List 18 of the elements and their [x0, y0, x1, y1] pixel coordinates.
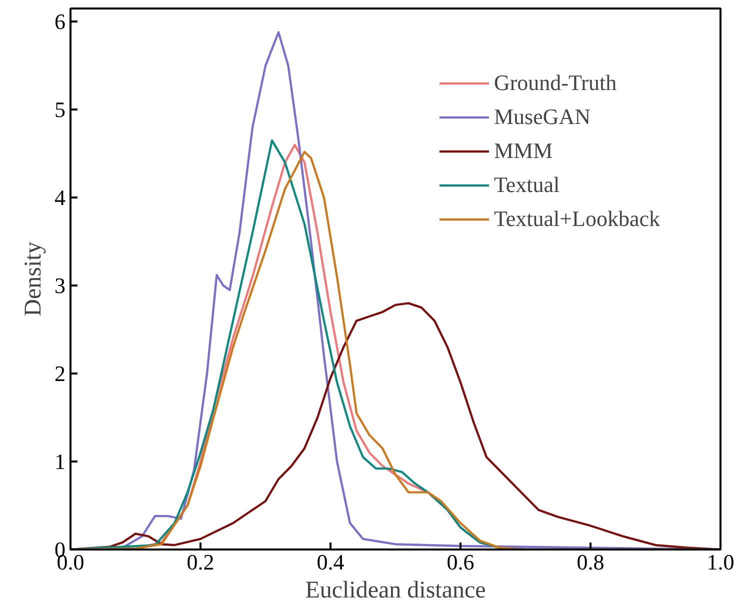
y-tick-label: 5	[54, 97, 66, 122]
y-tick-label: 1	[54, 449, 66, 474]
x-tick-label: 0.6	[446, 550, 474, 574]
y-tick-label: 3	[54, 273, 66, 298]
y-axis-title: Density	[20, 242, 46, 316]
x-axis-title: Euclidean distance	[305, 578, 486, 604]
legend-label: Ground-Truth	[494, 69, 617, 97]
y-tick-label: 6	[54, 9, 66, 34]
legend-label: Textual	[494, 171, 560, 199]
x-tick-label: 0.2	[186, 550, 214, 574]
legend-label: MMM	[494, 137, 553, 165]
legend-label: Textual+Lookback	[494, 205, 660, 233]
x-tick-label: 1.0	[706, 550, 734, 574]
y-tick-label: 2	[54, 361, 66, 386]
x-tick-label: 0.8	[576, 550, 604, 574]
y-tick-label: 4	[54, 185, 66, 210]
x-tick-label: 0.4	[316, 550, 344, 574]
legend-label: MuseGAN	[494, 103, 591, 131]
